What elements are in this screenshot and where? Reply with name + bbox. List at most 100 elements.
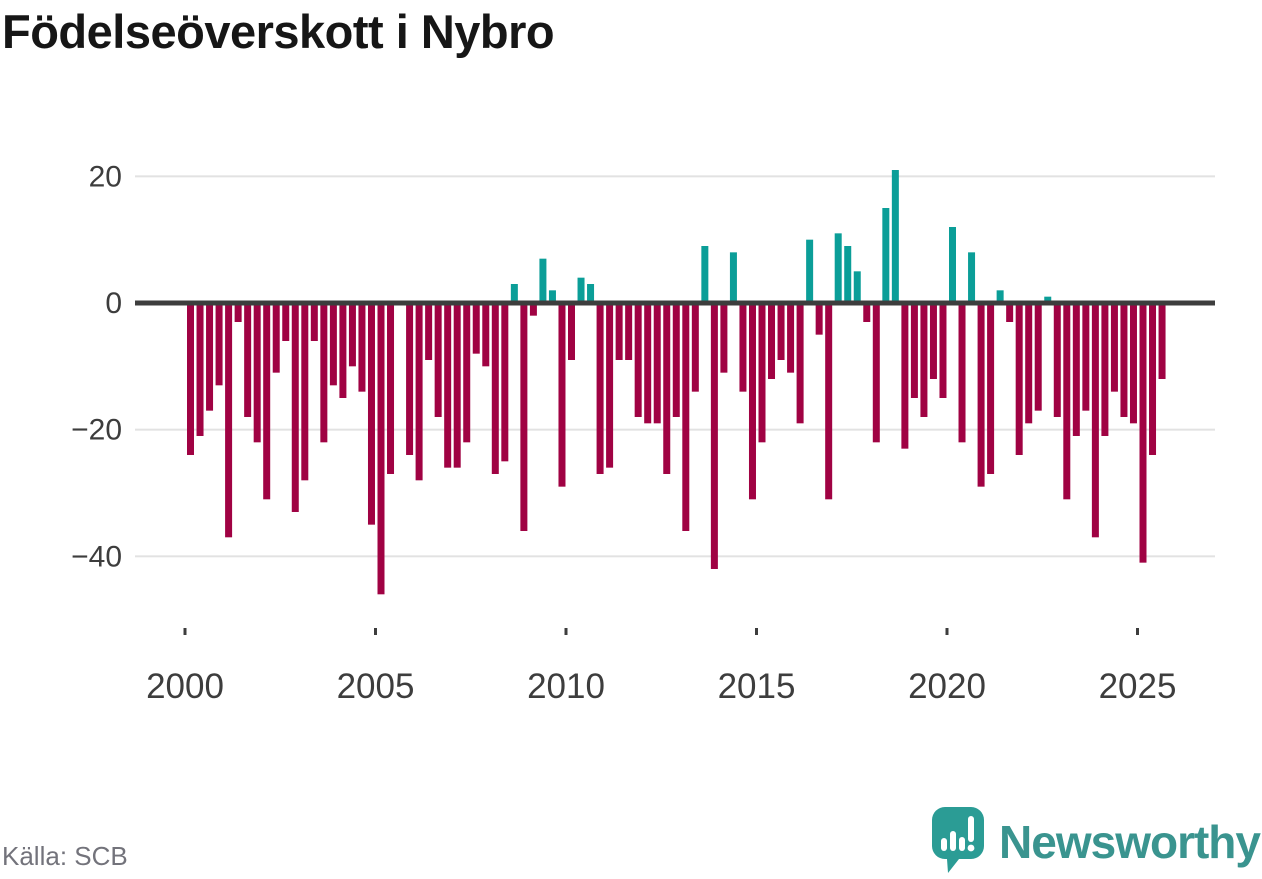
bar-2022Q1 — [1025, 303, 1033, 424]
bar-2018Q3 — [891, 170, 899, 303]
bar-2016Q3 — [815, 303, 823, 335]
bar-2004Q2 — [348, 303, 356, 367]
bar-2014Q1 — [720, 303, 728, 373]
bar-2015Q1 — [758, 303, 766, 443]
bar-2015Q3 — [777, 303, 785, 360]
bar-2020Q3 — [968, 252, 976, 303]
x-tick-2010 — [564, 628, 568, 635]
bar-2009Q1 — [529, 303, 537, 316]
bar-2010Q2 — [577, 277, 585, 303]
y-axis-label--20: −20 — [71, 414, 122, 447]
bar-2010Q3 — [587, 284, 595, 303]
bar-2014Q2 — [729, 252, 737, 303]
page-title: Födelseöverskott i Nybro — [2, 5, 555, 58]
bar-2019Q1 — [910, 303, 918, 398]
x-tick-2020 — [945, 628, 949, 635]
exclamation-bar — [968, 816, 975, 842]
x-tick-2025 — [1136, 628, 1139, 635]
x-axis-label-2010: 2010 — [527, 667, 605, 706]
bar-2013Q3 — [701, 246, 709, 303]
bar-2016Q1 — [796, 303, 804, 424]
bar-2010Q1 — [568, 303, 575, 360]
bar-2024Q1 — [1101, 303, 1109, 436]
bar-2012Q1 — [644, 303, 652, 424]
bar-2007Q3 — [472, 303, 480, 354]
bar-2004Q4 — [367, 303, 375, 525]
bar-2000Q3 — [206, 303, 214, 411]
bar-2009Q3 — [548, 290, 556, 303]
bar-2017Q3 — [853, 271, 861, 303]
source-credit: Källa: SCB — [2, 841, 128, 871]
bar-2008Q4 — [520, 303, 528, 531]
bubble-shape — [932, 807, 985, 873]
bar-2007Q2 — [463, 303, 471, 443]
mini-bar-3 — [959, 837, 966, 851]
bar-2005Q4 — [406, 303, 414, 455]
bar-2006Q3 — [434, 303, 442, 417]
gridline-y--20 — [135, 428, 1215, 431]
bar-2017Q2 — [844, 246, 852, 303]
bar-2005Q1 — [377, 303, 385, 595]
bar-2011Q3 — [625, 303, 633, 360]
bar-2000Q1 — [187, 303, 194, 455]
bar-2006Q2 — [425, 303, 433, 360]
bar-2002Q4 — [291, 303, 299, 512]
bar-2024Q3 — [1120, 303, 1128, 417]
bar-2010Q4 — [596, 303, 604, 474]
newsworthy-bubble-icon — [932, 807, 985, 873]
bar-2024Q2 — [1110, 303, 1118, 392]
bar-2006Q1 — [415, 303, 423, 481]
bar-2014Q4 — [748, 303, 756, 500]
bar-2012Q4 — [672, 303, 680, 417]
newsworthy-wordmark: Newsworthy — [999, 816, 1261, 868]
bar-2021Q2 — [996, 290, 1004, 303]
bar-2008Q1 — [491, 303, 499, 474]
bar-2003Q3 — [320, 303, 328, 443]
bar-2017Q4 — [863, 303, 871, 322]
bar-2025Q1 — [1139, 303, 1147, 563]
exclamation-dot — [967, 844, 975, 852]
bar-2023Q2 — [1072, 303, 1080, 436]
bar-2003Q1 — [301, 303, 309, 481]
bar-2003Q4 — [329, 303, 337, 386]
bar-2019Q3 — [929, 303, 937, 379]
bar-2003Q2 — [310, 303, 318, 341]
y-axis-label-20: 20 — [89, 160, 122, 193]
bar-2001Q3 — [244, 303, 252, 417]
bar-2014Q3 — [739, 303, 747, 392]
bar-2023Q1 — [1063, 303, 1071, 500]
bar-2015Q2 — [768, 303, 776, 379]
bar-2007Q1 — [453, 303, 461, 468]
bar-2004Q3 — [358, 303, 366, 392]
bar-2023Q4 — [1091, 303, 1099, 538]
bar-2019Q4 — [939, 303, 947, 398]
bar-2009Q4 — [558, 303, 566, 487]
x-axis-label-2015: 2015 — [718, 667, 796, 706]
bar-2002Q3 — [282, 303, 290, 341]
bar-2001Q1 — [225, 303, 233, 538]
newsworthy-logo: Newsworthy — [931, 806, 1261, 878]
bar-2007Q4 — [482, 303, 490, 367]
bar-2016Q4 — [825, 303, 833, 500]
bar-2021Q4 — [1015, 303, 1023, 455]
bar-2022Q4 — [1053, 303, 1061, 417]
bar-2021Q3 — [1006, 303, 1014, 322]
x-axis-label-2025: 2025 — [1099, 667, 1177, 706]
bar-2002Q1 — [263, 303, 271, 500]
bar-2024Q4 — [1129, 303, 1137, 424]
bar-2011Q4 — [634, 303, 642, 417]
bar-2023Q3 — [1082, 303, 1090, 411]
bar-2008Q2 — [501, 303, 509, 462]
bar-2004Q1 — [339, 303, 347, 398]
bar-2018Q4 — [901, 303, 909, 449]
bar-2011Q1 — [606, 303, 614, 468]
gridline-y--40 — [135, 555, 1215, 558]
bar-2018Q2 — [882, 208, 890, 303]
gridline-y-20 — [135, 175, 1215, 178]
bar-2012Q3 — [663, 303, 671, 474]
x-tick-2005 — [374, 628, 377, 635]
bar-2011Q2 — [615, 303, 623, 360]
bar-2020Q1 — [949, 227, 956, 303]
x-axis-label-2020: 2020 — [908, 667, 986, 706]
bar-2005Q2 — [387, 303, 395, 474]
